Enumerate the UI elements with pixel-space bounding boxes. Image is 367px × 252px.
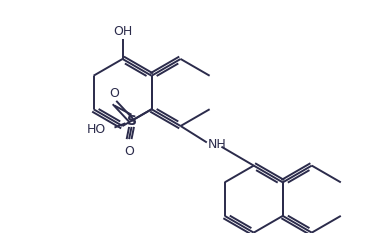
Text: S: S	[127, 114, 137, 128]
Text: O: O	[109, 87, 119, 100]
Text: OH: OH	[113, 25, 132, 38]
Text: NH: NH	[208, 138, 227, 151]
Text: HO: HO	[87, 123, 106, 137]
Text: O: O	[124, 145, 134, 158]
